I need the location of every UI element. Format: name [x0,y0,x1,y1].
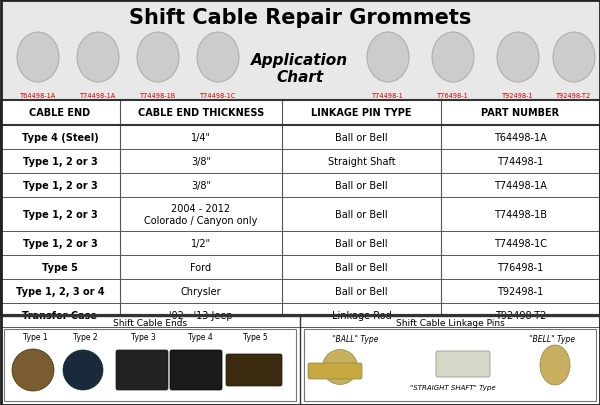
Text: Type 2: Type 2 [73,333,97,342]
FancyBboxPatch shape [170,350,222,390]
Bar [0,100,600,126]
Ellipse shape [197,33,239,83]
Text: Straight Shaft: Straight Shaft [328,157,395,166]
Text: T92498-T2: T92498-T2 [556,93,592,99]
Ellipse shape [497,33,539,83]
Text: 3/8": 3/8" [191,181,211,190]
Text: T92498-T2: T92498-T2 [495,310,546,320]
Bar [1,316,599,405]
Text: Ball or Bell: Ball or Bell [335,209,388,220]
FancyBboxPatch shape [308,363,362,379]
Text: T74498-1B: T74498-1B [140,93,176,99]
Ellipse shape [323,350,358,385]
Bar [0,231,600,256]
Text: Type 3: Type 3 [131,333,155,342]
Text: Ball or Bell: Ball or Bell [335,262,388,272]
Text: T76498-1: T76498-1 [497,262,544,272]
Text: Type 1, 2, 3 or 4: Type 1, 2, 3 or 4 [16,286,104,296]
Text: Type 1: Type 1 [23,333,47,342]
Text: T74498-1C: T74498-1C [494,239,547,248]
Text: Type 1, 2 or 3: Type 1, 2 or 3 [23,239,97,248]
Text: Type 1, 2 or 3: Type 1, 2 or 3 [23,181,97,190]
Ellipse shape [77,33,119,83]
Ellipse shape [63,350,103,390]
Text: T92498-1: T92498-1 [502,93,534,99]
Text: 2004 - 2012: 2004 - 2012 [172,204,230,214]
Text: Shift Cable Linkage Pins: Shift Cable Linkage Pins [395,319,505,328]
Bar [0,315,600,405]
Ellipse shape [432,33,474,83]
Text: Colorado / Canyon only: Colorado / Canyon only [145,215,257,225]
Text: Type 5: Type 5 [242,333,268,342]
Text: Type 4: Type 4 [188,333,212,342]
FancyBboxPatch shape [436,351,490,377]
Text: T92498-1: T92498-1 [497,286,544,296]
Text: Type 5: Type 5 [42,262,78,272]
Text: Ball or Bell: Ball or Bell [335,239,388,248]
Bar [0,126,600,149]
Text: T74498-1: T74498-1 [372,93,404,99]
Text: Chrysler: Chrysler [181,286,221,296]
Text: Transfer Case: Transfer Case [23,310,97,320]
Text: Chart: Chart [277,70,323,85]
Ellipse shape [137,33,179,83]
Bar [1,100,599,315]
Text: Type 4 (Steel): Type 4 (Steel) [22,133,98,143]
Bar [0,174,600,198]
Text: T74498-1: T74498-1 [497,157,544,166]
Text: PART NUMBER: PART NUMBER [481,108,560,118]
Text: T74498-1A: T74498-1A [80,93,116,99]
Text: "STRAIGHT SHAFT" Type: "STRAIGHT SHAFT" Type [410,384,496,390]
Text: Type 1, 2 or 3: Type 1, 2 or 3 [23,157,97,166]
FancyBboxPatch shape [226,354,282,386]
Text: Ball or Bell: Ball or Bell [335,181,388,190]
Text: Linkage Rod: Linkage Rod [332,310,391,320]
Text: 3/8": 3/8" [191,157,211,166]
Text: CABLE END: CABLE END [29,108,91,118]
Ellipse shape [17,33,59,83]
Text: LINKAGE PIN TYPE: LINKAGE PIN TYPE [311,108,412,118]
Bar [4,329,296,401]
Text: '02 - '13 Jeep: '02 - '13 Jeep [169,310,233,320]
Text: T76498-1: T76498-1 [437,93,469,99]
Bar [0,256,600,279]
Text: Shift Cable Repair Grommets: Shift Cable Repair Grommets [129,8,471,28]
Ellipse shape [540,345,570,385]
Text: Shift Cable Ends: Shift Cable Ends [113,319,187,328]
Text: T74498-1C: T74498-1C [200,93,236,99]
Bar [0,149,600,174]
Text: CABLE END THICKNESS: CABLE END THICKNESS [138,108,264,118]
Text: T74498-1A: T74498-1A [494,181,547,190]
Bar [0,303,600,327]
Bar [304,329,596,401]
Ellipse shape [553,33,595,83]
FancyBboxPatch shape [116,350,168,390]
Ellipse shape [12,349,54,391]
Text: Ball or Bell: Ball or Bell [335,133,388,143]
Text: T74498-1B: T74498-1B [494,209,547,220]
Ellipse shape [367,33,409,83]
Text: Ford: Ford [190,262,212,272]
Bar [0,279,600,303]
Text: Application: Application [251,52,349,67]
Text: 1/2": 1/2" [191,239,211,248]
Text: T64498-1A: T64498-1A [494,133,547,143]
Bar [0,198,600,231]
Text: Ball or Bell: Ball or Bell [335,286,388,296]
Text: "BALL" Type: "BALL" Type [332,335,378,344]
Text: "BELL" Type: "BELL" Type [529,335,575,344]
Text: T64498-1A: T64498-1A [20,93,56,99]
Bar [0,100,600,315]
Bar [0,0,600,100]
Text: 1/4": 1/4" [191,133,211,143]
Text: Type 1, 2 or 3: Type 1, 2 or 3 [23,209,97,220]
